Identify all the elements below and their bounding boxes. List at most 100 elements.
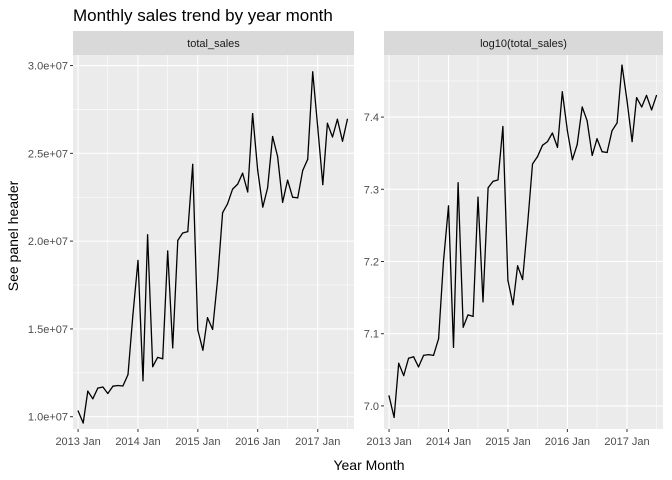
data-point [282,201,284,203]
facet-strip-label: total_sales [187,38,240,50]
data-point [606,151,608,154]
data-point [616,122,618,124]
x-tick-label: 2016 Jan [235,436,280,448]
data-point [551,132,554,134]
data-point [516,265,519,267]
data-point [211,328,214,331]
y-tick-label: 3.0e+07 [28,61,68,73]
data-point [502,125,504,128]
data-point [276,155,279,158]
data-point [142,380,144,382]
data-point [457,182,459,184]
data-point [428,354,430,356]
facet-panels: total_sales 1.0e+07 1.5e+07 2.0e+07 2.5e+07 3… [28,31,663,448]
y-tick-label: 1.5e+07 [28,324,68,336]
data-point [97,387,99,389]
data-point [626,99,628,102]
data-point [317,126,319,128]
data-point [197,329,199,331]
data-point [655,94,658,97]
x-tick-label: 2017 Jan [604,436,649,448]
x-axis-title: Year Month [333,457,404,473]
data-point [266,187,269,189]
data-point [442,261,445,263]
data-point [512,304,514,306]
data-point [413,356,415,358]
data-point [601,151,603,153]
data-point [636,96,638,99]
y-tick-label: 7.4 [364,112,379,124]
data-point [262,206,264,208]
data-point [216,279,219,281]
data-point [447,205,450,207]
data-point [432,354,435,356]
data-point [611,130,613,132]
data-point [226,203,229,205]
data-point [132,314,134,316]
data-point [192,163,194,165]
data-point [556,146,559,149]
data-point [157,356,159,358]
data-point [162,358,164,360]
panel-background [384,55,663,429]
data-point [177,239,179,242]
data-point [206,317,209,319]
data-point [462,326,464,328]
y-tick-label: 2.5e+07 [28,148,68,160]
data-point [422,354,425,356]
data-point [546,141,549,143]
x-tick-label: 2013 Jan [366,436,411,448]
data-point [312,71,314,73]
data-point [222,212,224,214]
data-point [127,373,129,376]
data-point [326,122,329,124]
data-point [286,179,289,181]
facet-strip-label: log10(total_sales) [480,38,567,50]
data-point [187,231,189,233]
data-point [346,118,349,120]
data-point [237,183,239,185]
data-point [307,158,309,160]
data-point [541,144,544,146]
data-point [497,179,499,181]
data-point [393,416,395,419]
data-point [152,366,154,368]
data-point [107,392,109,395]
x-tick-label: 2013 Jan [55,436,100,448]
data-point [586,120,588,122]
data-point [147,234,149,236]
data-point [292,196,294,198]
data-point [247,191,249,193]
x-tick-label: 2014 Jan [426,436,471,448]
data-point [202,349,204,351]
data-point [82,422,84,424]
data-point [561,91,563,93]
data-point [581,106,583,108]
y-tick-label: 7.0 [364,401,379,413]
y-tick-label: 7.3 [364,184,379,196]
data-point [112,385,114,387]
data-point [331,136,334,138]
data-point [167,250,169,252]
data-point [272,135,274,138]
data-point [417,366,420,368]
x-tick-label: 2014 Jan [115,436,160,448]
data-point [302,169,304,172]
data-point [172,347,174,349]
facet-strip [73,31,354,55]
facet-panel-1: total_sales 1.0e+07 1.5e+07 2.0e+07 2.5e+07 3… [28,31,354,448]
data-point [645,94,648,97]
data-point [492,180,494,182]
data-point [232,188,234,190]
data-point [252,113,254,115]
data-point [117,384,119,387]
data-point [407,357,410,359]
data-point [596,138,598,140]
data-point [467,314,469,316]
y-tick-label: 7.1 [364,329,379,341]
data-point [526,224,529,226]
data-point [388,395,390,397]
data-point [257,169,259,171]
data-point [531,163,534,165]
